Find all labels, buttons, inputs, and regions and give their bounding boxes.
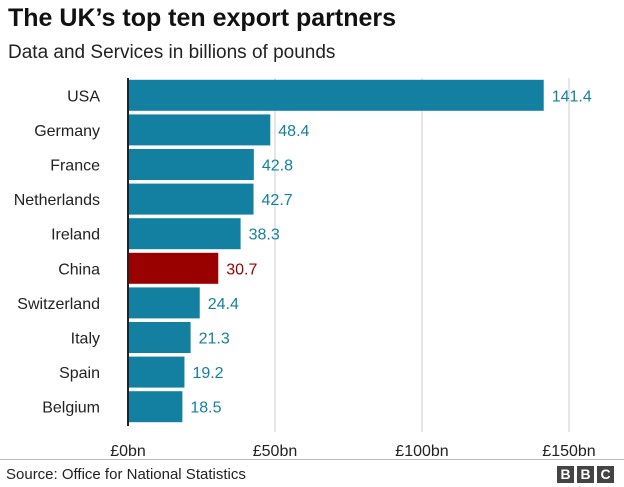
category-label: Germany — [34, 123, 100, 140]
category-label: Switzerland — [17, 296, 100, 313]
bbc-logo: B B C — [557, 466, 614, 483]
value-label: 42.8 — [262, 158, 293, 175]
bar — [128, 149, 254, 180]
value-label: 18.5 — [190, 400, 221, 417]
category-label: Spain — [59, 365, 100, 382]
chart-subtitle: Data and Services in billions of pounds — [8, 42, 336, 63]
value-label: 24.4 — [208, 296, 239, 313]
category-label: USA — [67, 88, 100, 105]
bar — [128, 356, 185, 388]
bar — [128, 322, 191, 353]
value-label: 38.3 — [249, 227, 280, 244]
bar — [128, 287, 200, 319]
x-tick-label: £0bn — [110, 443, 146, 460]
bar — [128, 252, 219, 284]
category-label: France — [50, 158, 100, 175]
x-tick-label: £50bn — [253, 443, 298, 460]
logo-letter-b2: B — [577, 466, 594, 483]
value-label: 30.7 — [226, 261, 257, 278]
bar — [128, 183, 254, 215]
chart-title: The UK’s top ten export partners — [8, 4, 397, 32]
footer-divider — [0, 459, 624, 460]
bar — [128, 391, 183, 423]
x-tick-label: £100bn — [395, 443, 448, 460]
category-label: Belgium — [42, 400, 100, 417]
value-label: 48.4 — [278, 123, 309, 140]
logo-letter-c: C — [597, 466, 614, 483]
bar — [128, 79, 544, 111]
category-label: China — [58, 261, 100, 278]
logo-letter-b1: B — [557, 466, 574, 483]
value-label: 42.7 — [262, 192, 293, 209]
value-label: 141.4 — [552, 88, 592, 105]
value-label: 19.2 — [192, 365, 223, 382]
bar — [128, 114, 271, 146]
value-label: 21.3 — [199, 331, 230, 348]
source-note: Source: Office for National Statistics — [6, 466, 246, 483]
bar-chart: USA 141.4 Germany 48.4 France 42.8 Netherlands… — [14, 78, 596, 460]
bar — [128, 218, 241, 250]
category-label: Netherlands — [14, 192, 100, 209]
x-tick-label: £150bn — [542, 443, 595, 460]
category-label: Italy — [71, 331, 100, 348]
category-label: Ireland — [51, 227, 100, 244]
